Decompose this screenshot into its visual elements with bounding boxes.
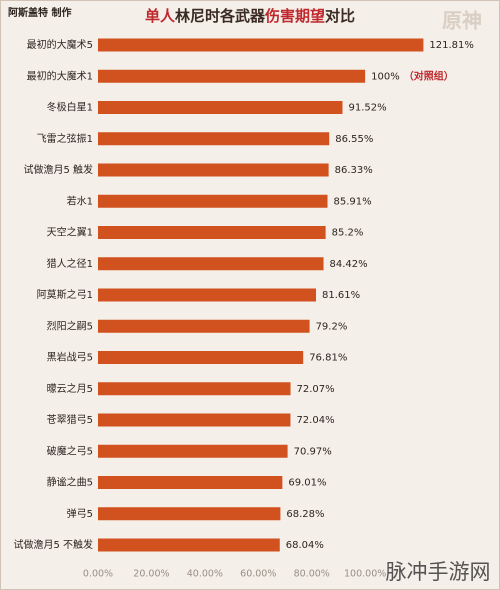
y-tick-label: 阿莫斯之弓1 xyxy=(37,288,93,301)
bar xyxy=(98,257,324,271)
annotation: （对照组） xyxy=(404,69,454,82)
value-label: 68.28% xyxy=(286,509,324,520)
bar xyxy=(98,476,283,489)
value-label: 76.81% xyxy=(309,353,347,364)
value-label: 85.91% xyxy=(334,196,372,207)
y-tick-label: 烈阳之嗣5 xyxy=(47,319,93,332)
credit: 阿斯盖特 制作 xyxy=(8,6,71,19)
value-label: 72.07% xyxy=(297,384,335,395)
y-tick-label: 猎人之径1 xyxy=(47,257,93,270)
bar xyxy=(98,194,328,208)
value-label: 91.52% xyxy=(348,103,386,114)
value-label: 85.2% xyxy=(332,228,364,239)
bar xyxy=(98,38,424,52)
title-part: 伤害期望 xyxy=(264,7,325,25)
y-tick-label: 试做澹月5 触发 xyxy=(23,163,93,176)
bar xyxy=(98,101,343,114)
bar xyxy=(98,69,366,83)
bar xyxy=(98,288,317,302)
value-label: 72.04% xyxy=(296,415,334,426)
value-label: 68.04% xyxy=(286,540,324,551)
bar xyxy=(98,413,291,427)
x-tick-label: 20.00% xyxy=(133,569,169,580)
y-tick-label: 静谧之曲5 xyxy=(47,476,93,489)
value-label: 79.2% xyxy=(316,321,348,332)
value-label: 69.01% xyxy=(288,478,326,489)
site-watermark: 脉冲手游网 xyxy=(386,560,491,584)
value-label: 86.33% xyxy=(335,165,373,176)
title-part: 林尼时各武器 xyxy=(175,7,266,25)
bar xyxy=(98,538,280,552)
value-label: 86.55% xyxy=(335,134,373,145)
logo-watermark: 原神 xyxy=(442,9,482,33)
y-tick-label: 苍翠猎弓5 xyxy=(47,413,93,426)
x-tick-label: 80.00% xyxy=(294,569,330,580)
bar xyxy=(98,163,329,177)
bar xyxy=(98,351,304,364)
y-tick-label: 弹弓5 xyxy=(67,507,93,520)
bar xyxy=(98,226,326,239)
value-label: 84.42% xyxy=(330,259,368,270)
y-tick-label: 飞雷之弦振1 xyxy=(37,132,93,145)
y-tick-label: 破魔之弓5 xyxy=(47,444,93,457)
title-part: 单人 xyxy=(145,7,176,25)
chart-title: 单人林尼时各武器伤害期望对比 xyxy=(145,7,355,25)
bar xyxy=(98,507,281,521)
y-tick-label: 冬极白星1 xyxy=(47,101,93,114)
x-tick-label: 100.00% xyxy=(344,569,386,580)
y-tick-label: 试做澹月5 不触发 xyxy=(13,538,93,551)
y-tick-label: 最初的大魔术5 xyxy=(27,38,93,51)
y-tick-label: 黑岩战弓5 xyxy=(47,351,93,364)
bar xyxy=(98,132,330,146)
y-tick-label: 曚云之月5 xyxy=(47,382,93,395)
bar xyxy=(98,382,291,396)
value-label: 70.97% xyxy=(294,446,332,457)
value-label: 81.61% xyxy=(322,290,360,301)
y-tick-label: 最初的大魔术1 xyxy=(27,69,93,82)
value-label: 100% xyxy=(371,71,400,82)
y-tick-label: 天空之翼1 xyxy=(47,226,93,239)
bar xyxy=(98,319,310,333)
y-tick-label: 若水1 xyxy=(67,194,93,207)
title-part: 对比 xyxy=(325,7,355,25)
x-tick-label: 0.00% xyxy=(83,569,113,580)
x-tick-label: 40.00% xyxy=(187,569,223,580)
bar xyxy=(98,444,288,458)
x-tick-label: 60.00% xyxy=(240,569,276,580)
value-label: 121.81% xyxy=(429,40,474,51)
